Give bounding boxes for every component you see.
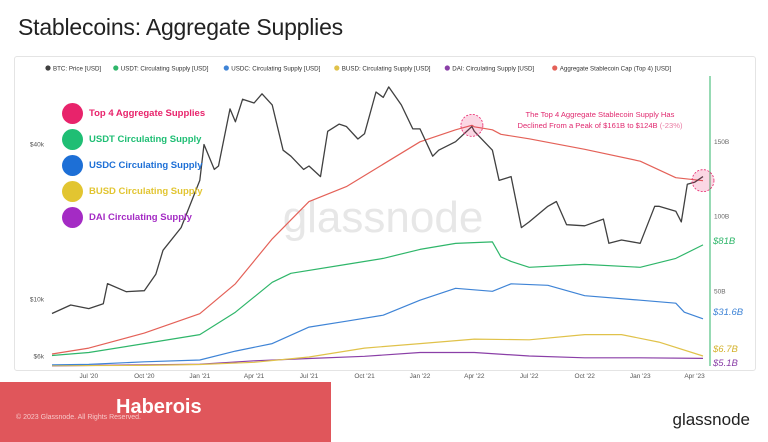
page-title: Stablecoins: Aggregate Supplies	[18, 14, 343, 40]
end-label-busd: $6.7B	[712, 344, 738, 355]
x-tick-label: Apr '22	[464, 373, 485, 380]
side-legend-dot	[62, 128, 83, 150]
side-legend-item: DAI Circulating Supply	[62, 204, 205, 230]
side-legend-item: USDT Circulating Supply	[62, 126, 205, 152]
annotation-line-1: The Top 4 Aggregate Stablecoin Supply Ha…	[526, 110, 675, 119]
busd-supply-line	[51, 334, 704, 367]
legend-label-3: BUSD: Circulating Supply [USD]	[342, 66, 431, 73]
chart-top-legend: BTC: Price [USD] USDT: Circulating Supply…	[45, 65, 672, 73]
side-legend-label: USDC Circulating Supply	[89, 159, 203, 171]
side-legend-label: USDT Circulating Supply	[89, 133, 202, 145]
annotation-percent: (-23%)	[660, 121, 683, 130]
end-label-dai: $5.1B	[712, 358, 738, 369]
legend-label-4: DAI: Circulating Supply [USD]	[452, 66, 534, 73]
x-tick-label: Jan '21	[189, 373, 210, 380]
legend-label-2: USDC: Circulating Supply [USD]	[231, 66, 320, 73]
chart-axis-x: Jul '20 Oct '20 Jan '21 Apr '21 Jul '21 Oct '…	[80, 373, 706, 380]
side-legend-dot	[62, 102, 83, 124]
watermark-layer: glassnode	[283, 193, 484, 242]
legend-dot-1	[113, 65, 119, 71]
chart-card	[14, 56, 756, 371]
legend-label-0: BTC: Price [USD]	[53, 66, 101, 73]
y-right-tick-label: 150B	[714, 139, 729, 146]
chart-series-layer	[51, 86, 704, 367]
peak-highlight-circle	[460, 113, 484, 137]
end-label-usdt: $81B	[712, 236, 736, 247]
banner	[0, 382, 331, 442]
x-tick-label: Jul '20	[80, 373, 99, 380]
annotation-line-2: Declined From a Peak of $161B to $124B (…	[517, 121, 683, 130]
y-right-tick-label: 100B	[714, 214, 729, 221]
side-legend: Top 4 Aggregate Supplies USDT Circulating…	[62, 100, 205, 230]
legend-dot-2	[223, 65, 229, 71]
x-tick-label: Apr '21	[244, 373, 265, 380]
btc-price-line	[51, 86, 704, 315]
copyright-text: © 2023 Glassnode. All Rights Reserved.	[16, 414, 142, 421]
side-legend-item: BUSD Circulating Supply	[62, 178, 205, 204]
y-right-tick-label: 50B	[714, 288, 726, 295]
aggregate-cap-line	[51, 124, 704, 355]
x-tick-label: Jan '23	[630, 373, 651, 380]
legend-dot-3	[334, 65, 340, 71]
end-label-usdc: $31.6B	[712, 307, 744, 318]
chart-end-labels: $81B $31.6B $6.7B $5.1B	[712, 236, 744, 369]
legend-dot-5	[552, 65, 558, 71]
x-tick-label: Apr '23	[684, 373, 705, 380]
legend-dot-0	[45, 65, 51, 71]
y-left-tick-label: $40k	[30, 141, 45, 148]
legend-label-1: USDT: Circulating Supply [USD]	[121, 66, 209, 73]
legend-dot-4	[444, 65, 450, 71]
side-legend-dot	[62, 180, 83, 202]
usdt-supply-line	[51, 241, 704, 357]
current-highlight-circle	[691, 169, 715, 193]
x-tick-label: Oct '21	[354, 373, 375, 380]
y-left-tick-label: $10k	[30, 296, 45, 303]
brand-logo-text: glassnode	[672, 410, 750, 429]
x-tick-label: Oct '20	[134, 373, 155, 380]
banner-text: Haberois	[116, 396, 202, 418]
usdc-supply-line	[51, 283, 704, 366]
side-legend-label: BUSD Circulating Supply	[89, 185, 203, 197]
side-legend-item: Top 4 Aggregate Supplies	[62, 100, 205, 126]
side-legend-label: Top 4 Aggregate Supplies	[89, 107, 206, 119]
x-tick-label: Jan '22	[410, 373, 431, 380]
x-tick-label: Jul '22	[520, 373, 539, 380]
chart-annotation: The Top 4 Aggregate Stablecoin Supply Ha…	[460, 110, 715, 193]
side-legend-item: USDC Circulating Supply	[62, 152, 205, 178]
legend-label-5: Aggregate Stablecoin Cap (Top 4) [USD]	[560, 66, 672, 73]
y-left-tick-label: $6k	[34, 353, 45, 360]
watermark-text: glassnode	[283, 193, 484, 242]
side-legend-dot	[62, 206, 83, 228]
chart-axis-left: $40k $10k $6k	[30, 141, 45, 360]
chart-axis-right: 150B 100B 50B	[709, 76, 729, 366]
x-tick-label: Jul '21	[300, 373, 319, 380]
side-legend-label: DAI Circulating Supply	[89, 211, 192, 223]
dai-supply-line	[51, 351, 704, 367]
side-legend-dot	[62, 154, 83, 176]
x-tick-label: Oct '22	[575, 373, 596, 380]
